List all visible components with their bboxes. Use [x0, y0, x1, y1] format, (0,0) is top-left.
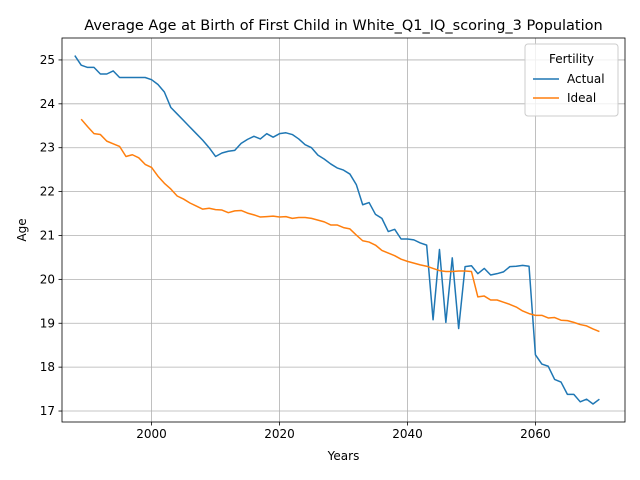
axis-ticks: 2000 2020 2040 2060 17 18 19 20 21 22 23 24 25 — [40, 53, 551, 441]
legend-items: Actual Ideal — [533, 72, 605, 105]
series-line-actual — [74, 55, 600, 405]
chart-title: Average Age at Birth of First Child in W… — [84, 18, 602, 34]
plot-area-frame — [61, 37, 626, 423]
y-tick-label: 19 — [40, 316, 55, 330]
series-line-ideal — [80, 118, 600, 333]
legend-title: Fertility — [549, 52, 594, 66]
y-tick-label: 24 — [40, 97, 55, 111]
legend: Fertility Actual Ideal — [524, 43, 619, 117]
y-tick-label: 18 — [40, 360, 55, 374]
y-tick-label: 17 — [40, 404, 55, 418]
grid — [62, 38, 625, 422]
y-tick-label: 20 — [40, 272, 55, 286]
x-tick-label: 2040 — [392, 427, 423, 441]
y-axis-label: Age — [15, 218, 29, 241]
x-tick-label: 2060 — [520, 427, 551, 441]
x-tick-label: 2020 — [264, 427, 295, 441]
legend-label-actual: Actual — [567, 72, 605, 86]
y-tick-label: 23 — [40, 141, 55, 155]
legend-label-ideal: Ideal — [567, 91, 596, 105]
y-tick-label: 25 — [40, 53, 55, 67]
y-tick-label: 22 — [40, 185, 55, 199]
series-lines — [74, 55, 600, 405]
x-tick-label: 2000 — [136, 427, 167, 441]
y-tick-label: 21 — [40, 228, 55, 242]
x-axis-label: Years — [327, 449, 360, 463]
